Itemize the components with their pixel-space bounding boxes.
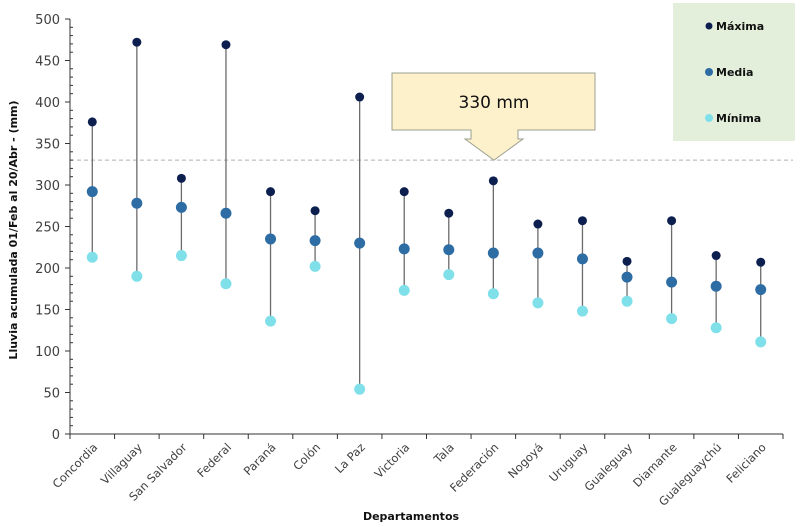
x-category-label: Villaguay xyxy=(98,440,145,487)
max-point xyxy=(533,219,543,229)
legend-label: Máxima xyxy=(716,20,764,33)
max-point xyxy=(622,256,632,266)
y-tick-label: 0 xyxy=(52,428,60,443)
min-point xyxy=(755,336,767,348)
max-point xyxy=(266,187,276,197)
max-point xyxy=(756,257,766,267)
y-tick-label: 50 xyxy=(43,387,60,402)
legend-marker xyxy=(705,68,713,76)
legend-marker xyxy=(705,22,713,30)
legend-label: Media xyxy=(716,66,753,79)
max-point xyxy=(87,117,97,127)
legend-item: Media xyxy=(705,66,753,79)
media-point xyxy=(86,186,98,198)
legend-item: Mínima xyxy=(705,112,761,125)
media-point xyxy=(710,280,722,292)
min-point xyxy=(710,322,722,334)
media-point xyxy=(131,197,143,209)
media-point xyxy=(265,233,277,245)
media-point xyxy=(666,276,678,288)
x-category-label: Concordia xyxy=(50,440,101,491)
media-point xyxy=(621,271,633,283)
x-category-label: La Paz xyxy=(332,440,368,476)
min-point xyxy=(354,383,366,395)
x-category-label: Federal xyxy=(194,440,234,480)
media-point xyxy=(443,244,455,256)
y-tick-label: 500 xyxy=(35,13,60,28)
max-point xyxy=(355,92,365,102)
y-tick-label: 100 xyxy=(35,345,60,360)
x-category-label: Victoria xyxy=(372,440,413,481)
min-point xyxy=(666,313,678,325)
min-point xyxy=(398,284,410,296)
media-point xyxy=(576,253,588,265)
x-category-label: Tala xyxy=(430,440,456,466)
y-tick-label: 200 xyxy=(35,262,60,277)
media-point xyxy=(487,247,499,259)
legend-background xyxy=(673,3,795,141)
max-point xyxy=(711,251,721,261)
min-point xyxy=(131,270,143,282)
max-point xyxy=(176,173,186,183)
media-point xyxy=(398,243,410,255)
media-point xyxy=(354,237,366,249)
max-point xyxy=(488,176,498,186)
plot-area xyxy=(70,37,793,395)
max-point xyxy=(577,216,587,226)
y-tick-label: 400 xyxy=(35,96,60,111)
x-category-label: Colón xyxy=(290,440,323,473)
media-point xyxy=(309,235,321,247)
min-point xyxy=(576,305,588,317)
min-point xyxy=(443,269,455,281)
y-tick-label: 150 xyxy=(35,304,60,319)
min-point xyxy=(621,295,633,307)
min-point xyxy=(265,315,277,327)
legend-marker xyxy=(705,114,713,122)
min-point xyxy=(220,278,232,290)
max-point xyxy=(667,216,677,226)
legend: Máxima Media Mínima xyxy=(673,3,795,141)
x-category-label: Feliciano xyxy=(723,440,768,485)
max-point xyxy=(444,208,454,218)
max-point xyxy=(310,206,320,216)
max-point xyxy=(399,187,409,197)
x-category-label: Nogoyá xyxy=(505,440,546,481)
max-point xyxy=(221,40,231,50)
min-point xyxy=(86,251,98,263)
x-category-label: Uruguay xyxy=(546,440,591,485)
media-point xyxy=(532,247,544,259)
y-tick-label: 300 xyxy=(35,179,60,194)
x-axis-title: Departamentos xyxy=(363,510,460,523)
callout: 330 mm xyxy=(391,72,596,161)
media-point xyxy=(220,207,232,219)
legend-label: Mínima xyxy=(716,112,761,125)
media-point xyxy=(175,201,187,213)
min-point xyxy=(309,260,321,272)
callout-text: 330 mm xyxy=(459,93,530,113)
y-tick-label: 350 xyxy=(35,138,60,153)
y-axis-title: Lluvia acumulada 01/Feb al 20/Abr - (mm) xyxy=(7,100,20,359)
min-point xyxy=(175,250,187,262)
max-point xyxy=(132,37,142,47)
legend-item: Máxima xyxy=(705,20,764,33)
min-point xyxy=(532,297,544,309)
y-tick-label: 450 xyxy=(35,55,60,70)
callout-arrow-box xyxy=(391,72,596,161)
x-category-label: Gualeguay xyxy=(581,440,635,494)
media-point xyxy=(755,284,767,296)
x-category-label: Paraná xyxy=(241,440,279,478)
y-tick-label: 250 xyxy=(35,221,60,236)
min-point xyxy=(487,288,499,300)
